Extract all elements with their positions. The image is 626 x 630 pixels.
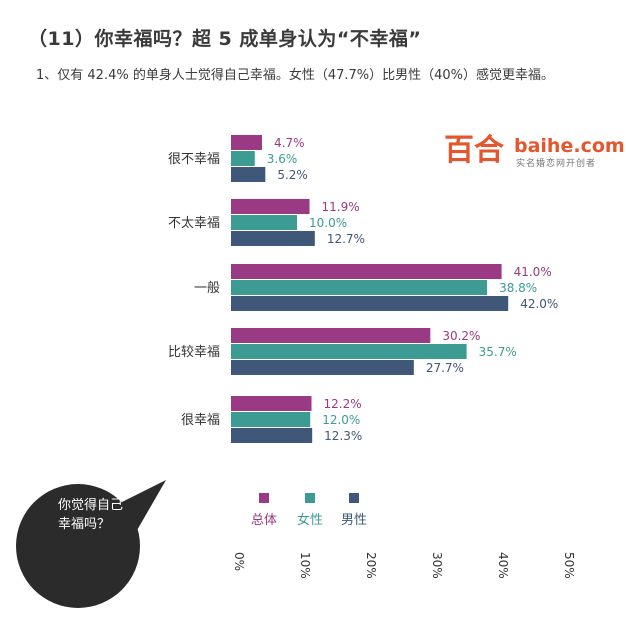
category-label: 一般	[194, 280, 220, 296]
category-label: 很不幸福	[168, 152, 220, 167]
x-tick-label: 20%	[364, 552, 378, 579]
data-label: 38.8%	[499, 281, 537, 295]
data-label: 10.0%	[309, 216, 347, 230]
data-label: 4.7%	[274, 136, 305, 150]
data-label: 12.3%	[324, 429, 362, 443]
data-label: 42.0%	[520, 297, 558, 311]
category-label: 不太幸福	[168, 216, 220, 231]
page-title: （11）你幸福吗？超 5 成单身认为“不幸福”	[28, 28, 422, 50]
bar-male	[231, 360, 414, 375]
brand-logo: 百合 baihe.com 实名婚恋网开创者	[444, 133, 625, 174]
bar-male	[231, 428, 313, 443]
x-tick-label: 40%	[496, 552, 510, 579]
x-tick-label: 0%	[232, 552, 246, 571]
data-label: 27.7%	[426, 361, 464, 375]
speech-bubble	[16, 480, 166, 608]
legend-label: 女性	[297, 512, 323, 528]
bar-female	[231, 412, 311, 427]
legend-swatch	[305, 493, 315, 503]
data-label: 30.2%	[442, 329, 480, 343]
bar-male	[231, 231, 315, 246]
data-label: 3.6%	[267, 152, 298, 166]
bar-female	[231, 280, 488, 295]
data-label: 11.9%	[322, 200, 360, 214]
logo-tagline: 实名婚恋网开创者	[516, 159, 597, 169]
bar-male	[231, 167, 266, 182]
bar-female	[231, 344, 467, 359]
bar-overall	[231, 396, 312, 411]
bar-male	[231, 296, 509, 311]
bubble-text: 你觉得自己 幸福吗？	[58, 498, 124, 532]
logo-mark: 百合	[444, 133, 504, 168]
data-label: 35.7%	[479, 345, 517, 359]
legend-label: 总体	[251, 513, 277, 528]
bar-female	[231, 151, 255, 166]
page-subtitle: 1、仅有 42.4% 的单身人士觉得自己幸福。女性（47.7%）比男性（40%）…	[36, 68, 555, 83]
category-label: 比较幸福	[168, 345, 220, 360]
bar-overall	[231, 135, 263, 150]
x-tick-label: 50%	[562, 552, 576, 579]
data-label: 41.0%	[514, 265, 552, 279]
data-label: 12.7%	[327, 232, 365, 246]
legend-label: 男性	[341, 513, 367, 528]
data-label: 12.0%	[322, 413, 360, 427]
data-label: 5.2%	[277, 168, 308, 182]
bar-overall	[231, 328, 431, 343]
data-label: 12.2%	[324, 397, 362, 411]
x-tick-label: 10%	[298, 552, 312, 579]
legend-swatch	[349, 493, 359, 503]
bar-overall	[231, 264, 502, 279]
bar-female	[231, 215, 297, 230]
logo-domain: baihe.com	[514, 135, 625, 157]
category-label: 很幸福	[181, 413, 220, 428]
legend-swatch	[259, 493, 269, 503]
x-tick-label: 30%	[430, 552, 444, 579]
bar-overall	[231, 199, 310, 214]
